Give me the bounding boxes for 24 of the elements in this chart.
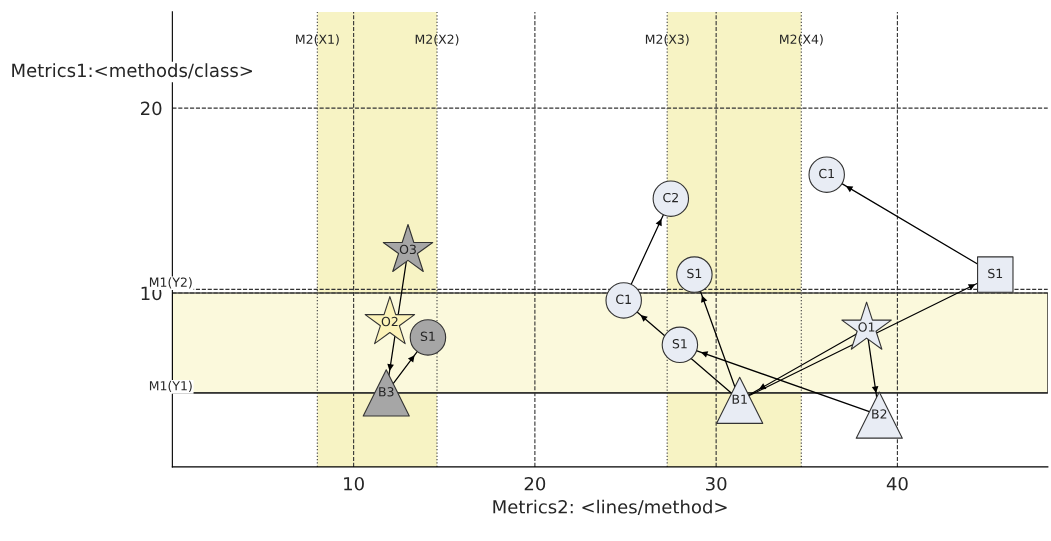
x-tick-label: 40 [886,476,908,491]
series-label: O1 [858,322,875,332]
series-label: O2 [381,316,398,327]
series-label: B1 [732,394,747,404]
x-tick-label: 20 [524,476,546,491]
series-label: B2 [872,409,887,419]
series-label: S1 [420,331,435,342]
x-axis-title: Metrics2: <lines/method> [493,499,727,516]
series-label: C2 [663,192,678,203]
series-label: C1 [616,294,631,305]
x-tick-label: 10 [344,476,364,491]
ref-line-label: M2(X4) [780,34,823,46]
ref-line-label: M2(X2) [415,34,459,46]
series-label: B3 [379,387,394,397]
y-axis-title: Metrics1:<methods/class> [12,63,252,79]
ref-line-label: M2(X1) [296,34,339,46]
x-tick-label: 30 [706,476,727,491]
series-label: O3 [399,244,416,255]
series-label: S1 [687,268,702,279]
series-label: S1 [672,338,687,349]
series-label: S1 [988,268,1003,279]
ref-line-label: M2(X3) [645,34,689,46]
series-label: C1 [819,168,834,179]
ref-line-label: M1(Y1) [149,380,192,392]
